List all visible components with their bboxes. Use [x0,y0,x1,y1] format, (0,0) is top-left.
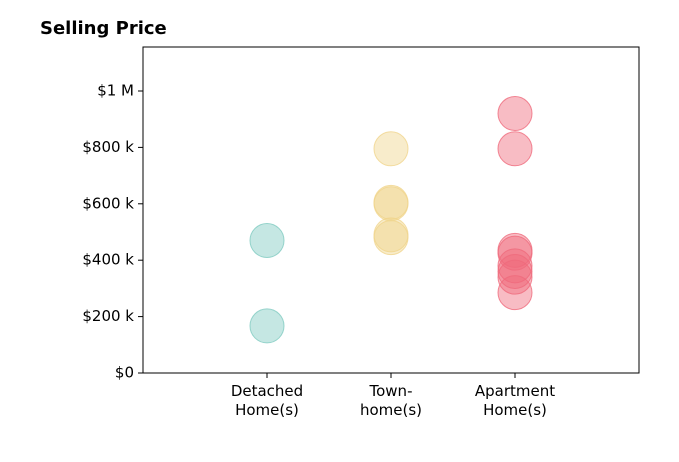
x-tick-label: Apartment Home(s) [474,382,556,419]
point [497,96,533,132]
y-tick-label: $200 k [82,307,134,325]
point [373,131,409,167]
chart-title: Selling Price [40,18,167,39]
x-tick-label: Detached Home(s) [230,382,304,419]
point [249,308,285,344]
y-tick-label: $400 k [82,251,134,269]
x-tick-label: Town- home(s) [359,382,423,419]
point [373,220,409,256]
y-tick-label: $0 [115,364,134,382]
point [497,248,533,284]
point [497,275,533,311]
y-tick-label: $800 k [82,138,134,156]
point [497,131,533,167]
point [497,235,533,271]
y-tick-label: $600 k [82,194,134,212]
point [249,222,285,258]
point [497,259,533,295]
point [373,186,409,222]
y-tick-label: $1 M [97,81,134,99]
point [497,253,533,289]
